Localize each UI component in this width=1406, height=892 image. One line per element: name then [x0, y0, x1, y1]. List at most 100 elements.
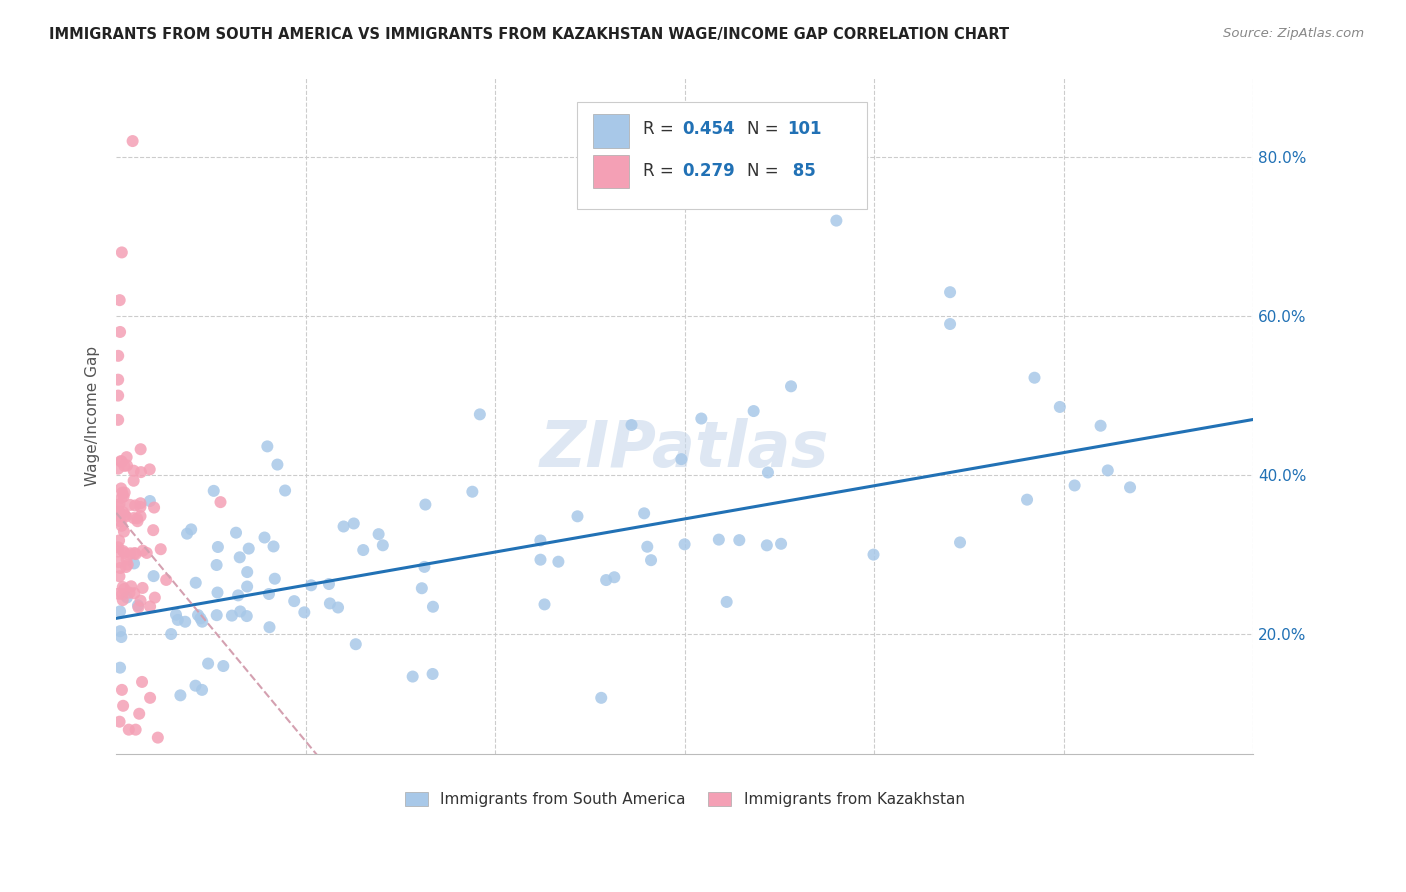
Point	[180, 522, 202, 536]
Point	[108, 514, 131, 528]
Point	[110, 482, 132, 496]
Point	[124, 547, 146, 561]
Point	[115, 450, 138, 465]
Point	[149, 542, 172, 557]
Point	[115, 560, 138, 574]
Point	[742, 404, 765, 418]
Point	[292, 605, 315, 619]
Point	[112, 582, 135, 596]
Point	[124, 499, 146, 513]
Point	[176, 526, 198, 541]
Point	[253, 531, 276, 545]
Point	[108, 505, 131, 519]
Point	[1049, 400, 1071, 414]
FancyBboxPatch shape	[576, 103, 866, 210]
Point	[108, 604, 131, 618]
Point	[110, 454, 132, 468]
Point	[142, 569, 165, 583]
Point	[107, 500, 129, 514]
Point	[112, 458, 135, 473]
Point	[1097, 463, 1119, 477]
Point	[114, 485, 136, 500]
Point	[332, 519, 354, 533]
Point	[128, 706, 150, 721]
Point	[636, 540, 658, 554]
Point	[120, 546, 142, 560]
Point	[132, 543, 155, 558]
Point	[139, 690, 162, 705]
Point	[256, 439, 278, 453]
Point	[129, 465, 152, 479]
Point	[115, 458, 138, 473]
Point	[115, 591, 138, 605]
Point	[110, 454, 132, 468]
Point	[107, 388, 129, 402]
Point	[112, 490, 135, 504]
Point	[127, 514, 149, 528]
Point	[108, 293, 131, 307]
Point	[468, 408, 491, 422]
Point	[111, 593, 134, 607]
Point	[1024, 370, 1046, 384]
Point	[129, 496, 152, 510]
Point	[367, 527, 389, 541]
Point	[299, 578, 322, 592]
Text: R =: R =	[643, 120, 679, 138]
Point	[160, 627, 183, 641]
Point	[146, 731, 169, 745]
Point	[344, 637, 367, 651]
Point	[266, 458, 288, 472]
Point	[114, 508, 136, 523]
Text: 85: 85	[787, 161, 815, 180]
Point	[107, 544, 129, 558]
Point	[122, 511, 145, 525]
Point	[190, 611, 212, 625]
Point	[129, 509, 152, 524]
Point	[112, 524, 135, 539]
Text: 101: 101	[787, 120, 821, 138]
Point	[107, 461, 129, 475]
Point	[318, 577, 340, 591]
Point	[121, 134, 143, 148]
Point	[207, 540, 229, 554]
Point	[212, 659, 235, 673]
Y-axis label: Wage/Income Gap: Wage/Income Gap	[86, 345, 100, 485]
Point	[461, 484, 484, 499]
Point	[129, 442, 152, 457]
Point	[673, 537, 696, 551]
Text: 0.454: 0.454	[682, 120, 735, 138]
Point	[371, 538, 394, 552]
Point	[111, 505, 134, 519]
Point	[143, 591, 166, 605]
Point	[135, 546, 157, 560]
Point	[108, 714, 131, 729]
Point	[111, 587, 134, 601]
Point	[595, 573, 617, 587]
Point	[263, 572, 285, 586]
Point	[143, 500, 166, 515]
Point	[111, 245, 134, 260]
Point	[402, 669, 425, 683]
Point	[129, 593, 152, 607]
Point	[422, 667, 444, 681]
Point	[283, 594, 305, 608]
Point	[343, 516, 366, 531]
Point	[207, 585, 229, 599]
Point	[620, 417, 643, 432]
Point	[671, 452, 693, 467]
Point	[547, 555, 569, 569]
Point	[949, 535, 972, 549]
Point	[263, 540, 285, 554]
Point	[118, 723, 141, 737]
Legend: Immigrants from South America, Immigrants from Kazakhstan: Immigrants from South America, Immigrant…	[399, 786, 970, 814]
Point	[274, 483, 297, 498]
Point	[209, 495, 232, 509]
Point	[529, 533, 551, 548]
Point	[202, 483, 225, 498]
Point	[111, 518, 134, 533]
Point	[165, 607, 187, 622]
Point	[236, 580, 259, 594]
Text: R =: R =	[643, 161, 679, 180]
Point	[755, 538, 778, 552]
Point	[533, 598, 555, 612]
